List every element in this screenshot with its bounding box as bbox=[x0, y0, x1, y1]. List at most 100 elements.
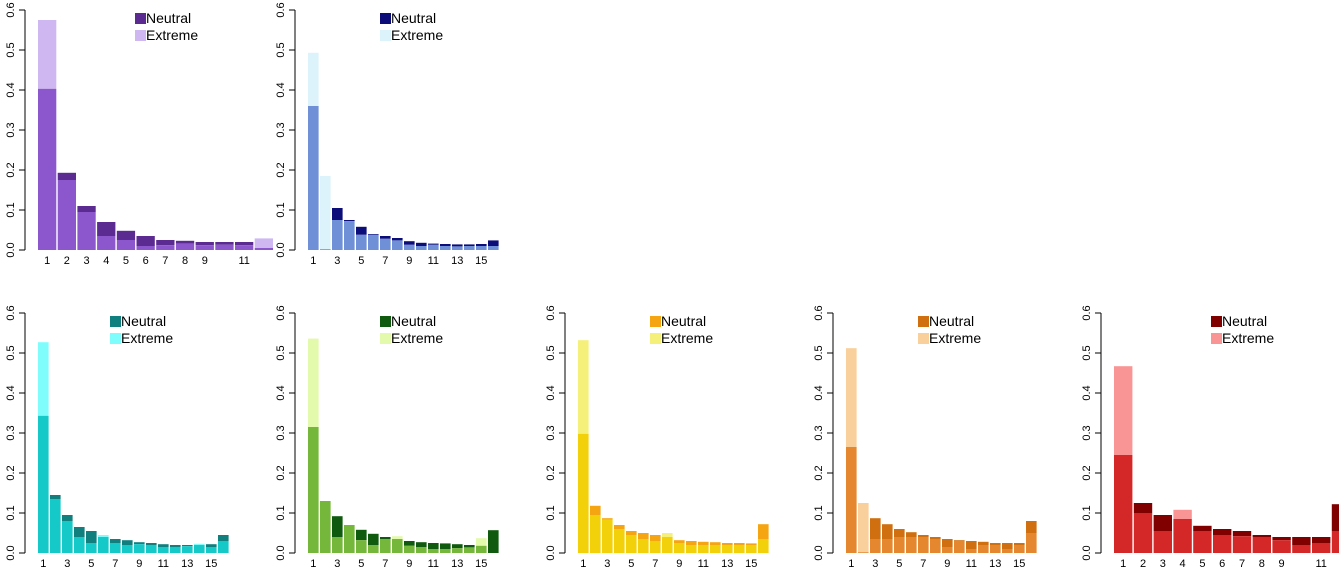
bar-overlap bbox=[1232, 536, 1252, 553]
bar-upper bbox=[1272, 537, 1291, 541]
bar-upper bbox=[1002, 543, 1013, 549]
y-tick-label: 0.6 bbox=[1081, 305, 1093, 320]
bar-overlap bbox=[894, 537, 905, 553]
bar-overlap bbox=[930, 539, 941, 553]
x-tick-label: 1 bbox=[848, 558, 854, 570]
bar-upper bbox=[206, 544, 217, 547]
x-tick-label: 13 bbox=[451, 558, 463, 570]
bar-upper bbox=[476, 538, 487, 546]
bar-upper bbox=[428, 543, 439, 549]
bar-upper bbox=[308, 338, 319, 427]
y-tick-label: 0.1 bbox=[275, 202, 287, 217]
bar-upper bbox=[710, 542, 721, 545]
bar-overlap bbox=[626, 535, 637, 553]
y-tick-label: 0.5 bbox=[275, 42, 287, 57]
x-tick-label: 5 bbox=[896, 558, 902, 570]
legend-label-neutral: Neutral bbox=[929, 313, 974, 329]
bar-upper bbox=[110, 539, 121, 543]
bar-upper bbox=[1026, 521, 1037, 533]
bar-upper bbox=[38, 20, 57, 89]
chart-panel-3: 0.00.10.20.30.40.50.61 3 5 7 9 11 13 15NeutralE… bbox=[5, 305, 229, 570]
x-tick-label: 5 bbox=[123, 255, 129, 267]
bar-overlap bbox=[476, 246, 487, 250]
legend-swatch-extreme bbox=[135, 30, 146, 41]
legend-label-neutral: Neutral bbox=[391, 313, 436, 329]
bar-overlap bbox=[428, 244, 439, 250]
bar-upper bbox=[930, 537, 941, 539]
x-tick-label: 15 bbox=[475, 255, 487, 267]
bar-upper bbox=[1173, 509, 1192, 519]
bar-overlap bbox=[215, 244, 234, 250]
x-tick-label: 11 bbox=[966, 558, 977, 570]
bar-overlap bbox=[476, 545, 487, 553]
x-tick-label: 11 bbox=[428, 558, 439, 570]
x-tick-label: 4 bbox=[103, 255, 109, 267]
bar-overlap bbox=[116, 240, 136, 250]
bar-overlap bbox=[1026, 533, 1037, 553]
y-tick-label: 0.2 bbox=[1081, 465, 1093, 480]
bar-overlap bbox=[38, 415, 49, 553]
bar-overlap bbox=[218, 541, 229, 553]
bar-upper bbox=[602, 518, 613, 520]
bar-overlap bbox=[308, 106, 319, 250]
y-tick-label: 0.3 bbox=[5, 425, 17, 440]
bar-overlap bbox=[206, 547, 217, 553]
x-tick-label: 11 bbox=[158, 558, 169, 570]
legend-label-neutral: Neutral bbox=[1222, 313, 1267, 329]
bar-overlap bbox=[392, 240, 403, 250]
bar-overlap bbox=[356, 540, 367, 553]
y-tick-label: 0.1 bbox=[5, 505, 17, 520]
bar-overlap bbox=[734, 545, 745, 553]
bar-overlap bbox=[1014, 545, 1025, 553]
bar-overlap bbox=[158, 547, 169, 553]
bar-upper bbox=[175, 240, 195, 244]
x-tick-label: 7 bbox=[382, 558, 388, 570]
x-tick-label: 9 bbox=[676, 558, 682, 570]
bar-upper bbox=[590, 505, 601, 515]
x-tick-label: 3 bbox=[1160, 558, 1166, 570]
bar-overlap bbox=[122, 545, 133, 553]
y-tick-label: 0.1 bbox=[545, 505, 557, 520]
bar-upper bbox=[50, 495, 61, 499]
bar-overlap bbox=[662, 537, 673, 553]
y-tick-label: 0.3 bbox=[275, 425, 287, 440]
y-tick-label: 0.4 bbox=[1081, 385, 1093, 400]
bar-overlap bbox=[195, 245, 214, 250]
x-tick-label: 9 bbox=[944, 558, 950, 570]
bar-upper bbox=[846, 348, 857, 447]
bar-overlap bbox=[698, 545, 709, 553]
legend-swatch-neutral bbox=[110, 316, 121, 327]
bar-upper bbox=[1252, 535, 1271, 537]
y-tick-label: 0.6 bbox=[5, 305, 17, 320]
x-tick-label: 11 bbox=[698, 558, 709, 570]
bar-upper bbox=[734, 543, 745, 545]
bar-upper bbox=[136, 236, 155, 246]
bar-overlap bbox=[882, 539, 893, 553]
chart-panel-7: 0.0 0.1 0.2 0.3 0.4 0.5 0.6 1 2 3 4 5 6 7 8 9 11 NeutralE… bbox=[1081, 305, 1339, 570]
bar-upper bbox=[966, 541, 977, 549]
bar-upper bbox=[344, 220, 355, 222]
bar-upper bbox=[170, 545, 181, 547]
x-tick-label: 5 bbox=[628, 558, 634, 570]
legend-swatch-extreme bbox=[1211, 333, 1222, 344]
bar-upper bbox=[356, 529, 367, 541]
y-tick-label: 0.2 bbox=[5, 162, 17, 177]
bar-upper bbox=[98, 535, 109, 537]
y-tick-label: 0.0 bbox=[5, 545, 17, 560]
bar-upper bbox=[392, 536, 403, 539]
x-tick-label: 3 bbox=[334, 558, 340, 570]
bar-overlap bbox=[380, 539, 391, 553]
bar-overlap bbox=[464, 246, 475, 250]
x-tick-label: 13 bbox=[989, 558, 1001, 570]
y-tick-label: 0.3 bbox=[275, 122, 287, 137]
bar-upper bbox=[722, 543, 733, 545]
y-tick-label: 0.1 bbox=[813, 505, 825, 520]
y-tick-label: 0.5 bbox=[5, 42, 17, 57]
y-tick-label: 0.1 bbox=[1081, 505, 1093, 520]
bar-upper bbox=[440, 543, 451, 549]
bar-upper bbox=[614, 525, 625, 529]
bar-upper bbox=[416, 242, 427, 246]
bar-overlap bbox=[578, 433, 589, 553]
bar-overlap bbox=[146, 545, 157, 553]
x-tick-label: 7 bbox=[1239, 558, 1245, 570]
